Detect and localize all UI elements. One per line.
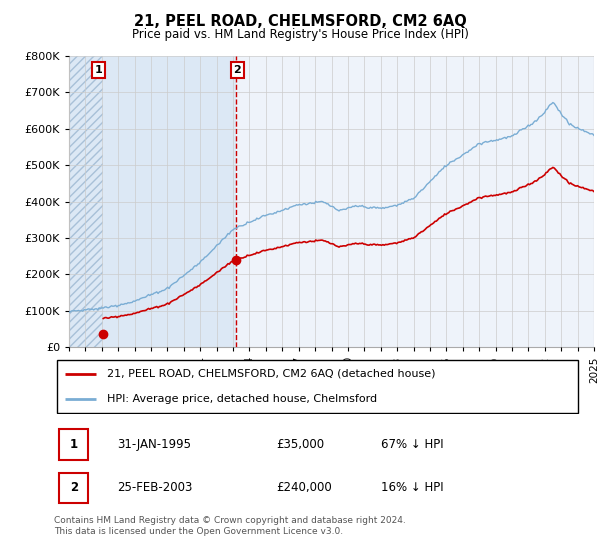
Text: 2: 2 [233,65,241,74]
Text: 2: 2 [70,482,78,494]
FancyBboxPatch shape [59,430,88,460]
Text: £240,000: £240,000 [276,482,332,494]
Text: 1: 1 [70,438,78,451]
Text: 67% ↓ HPI: 67% ↓ HPI [382,438,444,451]
Text: Contains HM Land Registry data © Crown copyright and database right 2024.
This d: Contains HM Land Registry data © Crown c… [54,516,406,536]
Text: Price paid vs. HM Land Registry's House Price Index (HPI): Price paid vs. HM Land Registry's House … [131,28,469,41]
Text: £35,000: £35,000 [276,438,324,451]
Bar [103,56,236,347]
Text: 21, PEEL ROAD, CHELMSFORD, CM2 6AQ: 21, PEEL ROAD, CHELMSFORD, CM2 6AQ [134,14,466,29]
Text: 25-FEB-2003: 25-FEB-2003 [118,482,193,494]
Text: 21, PEEL ROAD, CHELMSFORD, CM2 6AQ (detached house): 21, PEEL ROAD, CHELMSFORD, CM2 6AQ (deta… [107,368,436,379]
FancyBboxPatch shape [56,360,578,413]
Bar [69,56,103,347]
FancyBboxPatch shape [59,473,88,503]
Text: HPI: Average price, detached house, Chelmsford: HPI: Average price, detached house, Chel… [107,394,377,404]
Text: 16% ↓ HPI: 16% ↓ HPI [382,482,444,494]
Bar [69,56,103,347]
Text: 31-JAN-1995: 31-JAN-1995 [118,438,191,451]
Text: 1: 1 [94,65,102,74]
